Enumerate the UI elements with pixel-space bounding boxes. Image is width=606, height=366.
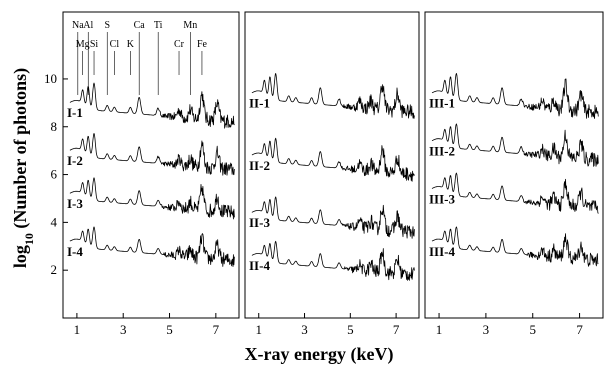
panel-frame <box>62 11 240 319</box>
x-tick-label: 1 <box>255 322 262 337</box>
spectrum-ii-3 <box>251 196 415 239</box>
spectrum-i-1 <box>69 82 235 129</box>
spectrum-i-3 <box>69 177 235 220</box>
spectrum-iii-1 <box>431 73 599 119</box>
spectrum-i-4 <box>69 226 235 267</box>
panel-frame <box>424 11 604 319</box>
panels-layer: 1 3 5 7 2 4 6 8 10 Na Al S Ca Ti Mn Mg Si Cl K Cr Fe I-1 I-2 I-… <box>44 11 604 337</box>
series-label-ii-4: II-4 <box>249 258 270 273</box>
spectrum-iii-2 <box>431 123 599 167</box>
element-label-mg: Mg <box>76 39 90 50</box>
x-axis-label: X-ray energy (keV) <box>245 344 394 365</box>
x-tick-label: 3 <box>483 322 490 337</box>
spectrum-iii-3 <box>431 172 599 214</box>
x-tick-label: 5 <box>529 322 536 337</box>
spectrum-iii-4 <box>431 226 599 267</box>
y-axis-label: log10 (Number of photons) <box>10 68 36 268</box>
element-label-fe: Fe <box>197 39 208 50</box>
y-tick-label: 10 <box>44 71 57 86</box>
element-label-cr: Cr <box>174 39 185 50</box>
series-label-i-3: I-3 <box>67 196 83 211</box>
series-label-ii-3: II-3 <box>249 215 270 230</box>
x-tick-label: 1 <box>74 322 81 337</box>
x-tick-label: 5 <box>166 322 173 337</box>
spectrum-i-2 <box>69 133 235 176</box>
series-label-i-1: I-1 <box>67 105 83 120</box>
series-label-ii-1: II-1 <box>249 96 270 111</box>
element-label-k: K <box>127 39 135 50</box>
spectrum-ii-2 <box>251 137 415 182</box>
series-label-i-4: I-4 <box>67 244 83 259</box>
element-label-al: Al <box>83 20 93 31</box>
y-tick-label: 6 <box>51 167 58 182</box>
series-label-ii-2: II-2 <box>249 158 270 173</box>
x-tick-label: 3 <box>120 322 127 337</box>
element-label-s: S <box>104 20 110 31</box>
y-tick-label: 2 <box>51 262 58 277</box>
y-tick-label: 8 <box>51 119 58 134</box>
panel-2: 1 3 5 7 II-1 II-2 II-3 II-4 <box>244 11 420 337</box>
series-label-iii-4: III-4 <box>429 244 456 259</box>
panel-frame <box>244 11 420 319</box>
x-tick-label: 7 <box>576 322 583 337</box>
element-label-ti: Ti <box>154 20 163 31</box>
x-tick-label: 7 <box>213 322 220 337</box>
spectrum-ii-4 <box>251 240 415 281</box>
x-tick-label: 3 <box>301 322 308 337</box>
series-label-iii-1: III-1 <box>429 96 455 111</box>
panel-3: 1 3 5 7 III-1 III-2 III-3 III-4 <box>424 11 604 337</box>
element-label-na: Na <box>72 20 84 31</box>
series-label-iii-3: III-3 <box>429 191 456 206</box>
spectrum-ii-1 <box>251 73 415 119</box>
element-label-ca: Ca <box>134 20 146 31</box>
element-label-si: Si <box>90 39 99 50</box>
x-tick-label: 1 <box>436 322 443 337</box>
series-label-iii-2: III-2 <box>429 143 455 158</box>
element-label-cl: Cl <box>110 39 120 50</box>
series-label-i-2: I-2 <box>67 153 83 168</box>
panel-1: 1 3 5 7 2 4 6 8 10 Na Al S Ca Ti Mn Mg Si Cl K Cr Fe I-1 I-2 I-… <box>44 11 240 337</box>
element-label-mn: Mn <box>183 20 197 31</box>
x-tick-label: 7 <box>393 322 400 337</box>
x-tick-label: 5 <box>347 322 354 337</box>
y-tick-label: 4 <box>51 214 58 229</box>
